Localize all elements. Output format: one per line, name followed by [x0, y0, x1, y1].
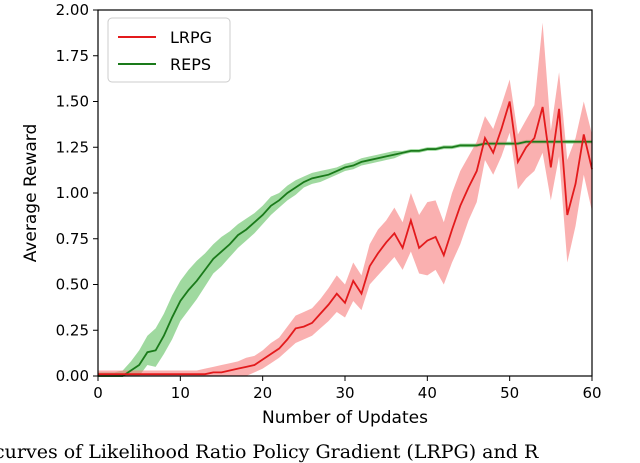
- y-axis-label: Average Reward: [21, 124, 41, 263]
- y-tick-label: 0.50: [56, 276, 89, 294]
- line-chart: 0 10 20 30 40 50 60 0.00 0.25 0.50 0.75 1.00 1.25 1.5…: [21, 1, 602, 428]
- y-tick-label: 1.75: [56, 47, 89, 65]
- x-tick-label: 40: [418, 384, 437, 402]
- x-tick-label: 60: [582, 384, 601, 402]
- series-lines: [98, 101, 593, 377]
- legend-box: [107, 17, 231, 83]
- x-tick-label: 50: [500, 384, 519, 402]
- y-tick-label: 0.00: [56, 367, 89, 385]
- x-tick-label: 30: [335, 384, 354, 402]
- reps-line: [98, 140, 592, 377]
- x-tick-label: 0: [93, 384, 103, 402]
- x-tick-label: 20: [253, 384, 272, 402]
- y-tick-label: 1.25: [56, 138, 89, 156]
- legend-label: REPS: [170, 55, 211, 74]
- y-tick-label: 1.00: [56, 184, 89, 202]
- y-tick-label: 0.75: [56, 230, 89, 248]
- figure-caption: curves of Likelihood Ratio Policy Gradie…: [0, 441, 539, 463]
- y-tick-label: 1.50: [56, 93, 89, 111]
- axis-ticks: 0 10 20 30 40 50 60 0.00 0.25 0.50 0.75 1.00 1.25 1.5…: [56, 1, 602, 402]
- legend: LRPG REPS: [107, 17, 231, 83]
- y-tick-label: 2.00: [56, 1, 89, 19]
- x-tick-label: 10: [171, 384, 190, 402]
- x-axis-label: Number of Updates: [262, 408, 428, 428]
- lrpg-confidence-band: [98, 22, 592, 377]
- lrpg-line: [98, 101, 593, 376]
- legend-label: LRPG: [170, 28, 212, 47]
- y-tick-label: 0.25: [56, 321, 89, 339]
